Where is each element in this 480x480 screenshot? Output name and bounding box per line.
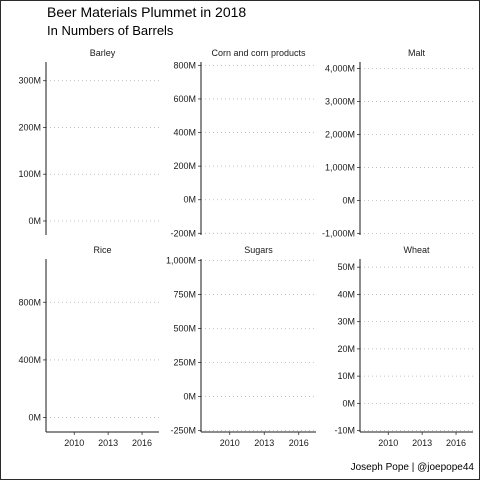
chart-caption: Joseph Pope | @joepope44: [350, 462, 474, 473]
x-tick-label-wheat: 2016: [446, 438, 466, 448]
y-tick-label-malt: 0M: [342, 195, 355, 205]
y-tick-label-sugars: 500M: [173, 323, 196, 333]
facet-label-rice: Rice: [93, 245, 111, 255]
x-tick-label-sugars: 2010: [220, 438, 240, 448]
x-tick-label-rice: 2013: [98, 438, 118, 448]
y-tick-label-barley: 300M: [18, 76, 41, 86]
y-tick-label-corn-and-corn-products: -200M: [170, 228, 196, 238]
y-tick-label-wheat: 10M: [337, 371, 355, 381]
y-tick-label-corn-and-corn-products: 400M: [173, 128, 196, 138]
y-tick-label-sugars: -250M: [170, 426, 196, 436]
y-tick-label-malt: 4,000M: [325, 64, 355, 74]
y-tick-label-sugars: 750M: [173, 289, 196, 299]
y-tick-label-malt: -1,000M: [322, 228, 355, 238]
y-tick-label-rice: 400M: [18, 355, 41, 365]
facet-label-sugars: Sugars: [244, 245, 273, 255]
y-tick-label-sugars: 0M: [183, 392, 196, 402]
y-tick-label-wheat: 20M: [337, 344, 355, 354]
facet-label-barley: Barley: [90, 48, 116, 58]
facet-label-corn-and-corn-products: Corn and corn products: [211, 48, 306, 58]
y-tick-label-wheat: 0M: [342, 398, 355, 408]
x-tick-label-rice: 2016: [132, 438, 152, 448]
y-tick-label-wheat: 50M: [337, 262, 355, 272]
x-tick-label-sugars: 2016: [289, 438, 309, 448]
y-tick-label-sugars: 1,000M: [166, 255, 196, 265]
y-tick-label-barley: 0M: [28, 216, 41, 226]
facet-label-wheat: Wheat: [403, 245, 430, 255]
y-tick-label-barley: 200M: [18, 122, 41, 132]
y-tick-label-corn-and-corn-products: 800M: [173, 60, 196, 70]
y-tick-label-corn-and-corn-products: 200M: [173, 161, 196, 171]
x-tick-label-rice: 2010: [64, 438, 84, 448]
y-tick-label-rice: 800M: [18, 297, 41, 307]
y-tick-label-sugars: 250M: [173, 358, 196, 368]
chart-title: Beer Materials Plummet in 2018: [47, 4, 247, 20]
y-tick-label-malt: 2,000M: [325, 129, 355, 139]
x-tick-label-wheat: 2010: [378, 438, 398, 448]
y-tick-label-barley: 100M: [18, 169, 41, 179]
y-tick-label-malt: 3,000M: [325, 97, 355, 107]
y-tick-label-wheat: 40M: [337, 289, 355, 299]
y-tick-label-wheat: -10M: [334, 426, 355, 436]
y-tick-label-rice: 0M: [28, 413, 41, 423]
x-tick-label-wheat: 2013: [412, 438, 432, 448]
x-tick-label-sugars: 2013: [254, 438, 274, 448]
facet-label-malt: Malt: [408, 48, 426, 58]
y-tick-label-corn-and-corn-products: 0M: [183, 195, 196, 205]
y-tick-label-corn-and-corn-products: 600M: [173, 94, 196, 104]
chart-subtitle: In Numbers of Barrels: [47, 23, 174, 38]
y-tick-label-malt: 1,000M: [325, 162, 355, 172]
y-tick-label-wheat: 30M: [337, 317, 355, 327]
